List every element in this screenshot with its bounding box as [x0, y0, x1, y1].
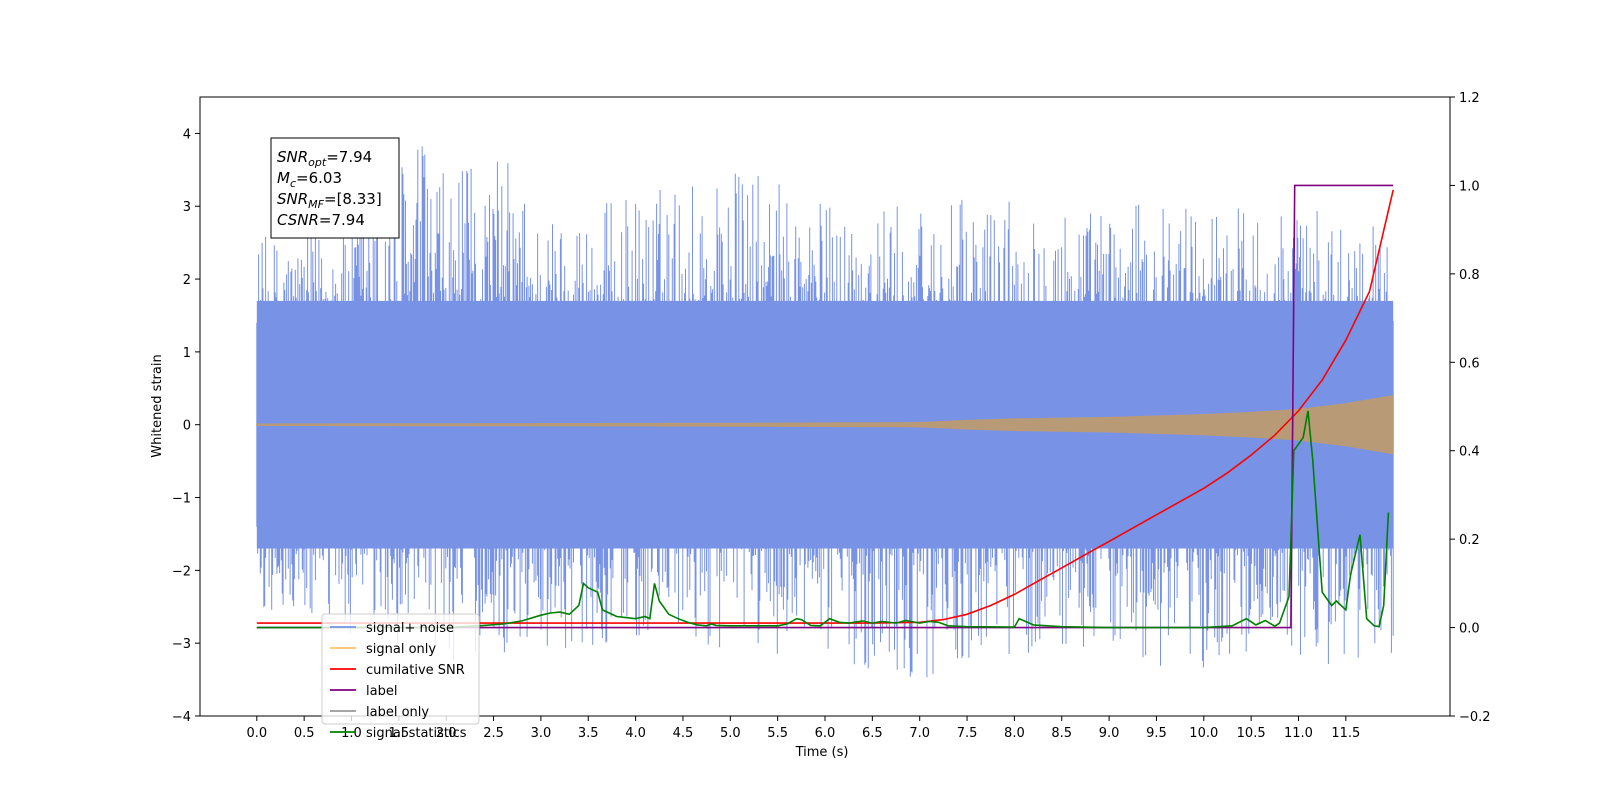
- x-tick-label: 10.5: [1237, 726, 1266, 741]
- x-tick-label: 0.0: [246, 726, 267, 741]
- y-tick-label-left: −4: [172, 710, 191, 725]
- x-tick-label: 10.0: [1189, 726, 1218, 741]
- x-tick-label: 9.0: [1099, 726, 1120, 741]
- y-axis-label: Whitened strain: [150, 354, 165, 457]
- y-tick-label-right: 0.4: [1459, 445, 1480, 460]
- y-tick-label-left: −2: [172, 564, 191, 579]
- x-tick-label: 4.0: [625, 726, 646, 741]
- y-axis-right: −0.2 0.0 0.2 0.4 0.6 0.8 1.0 1.2: [1450, 91, 1491, 725]
- annotation-line: CSNR=7.94: [277, 211, 365, 229]
- x-axis-label: Time (s): [795, 745, 849, 760]
- x-tick-label: 6.0: [815, 726, 836, 741]
- y-tick-label-right: 1.2: [1459, 91, 1480, 106]
- y-tick-label-left: −3: [172, 637, 191, 652]
- y-tick-label-left: 2: [183, 273, 191, 288]
- x-tick-label: 8.5: [1051, 726, 1072, 741]
- x-tick-label: 1.5: [389, 726, 410, 741]
- y-tick-label-right: 0.0: [1459, 622, 1480, 637]
- y-tick-label-left: 1: [183, 346, 191, 361]
- x-tick-label: 1.0: [341, 726, 362, 741]
- legend-entry: label only: [366, 705, 429, 720]
- signal-statistics-line: [256, 410, 1390, 629]
- y-tick-label-left: 0: [183, 419, 191, 434]
- x-tick-label: 9.5: [1146, 726, 1167, 741]
- y-tick-label-right: 0.2: [1459, 533, 1480, 548]
- x-tick-label: 3.5: [578, 726, 599, 741]
- annotation-line: SNRMF=[8.33]: [277, 190, 382, 211]
- x-tick-label: 7.5: [957, 726, 978, 741]
- y-axis-left: −4 −3 −2 −1 0 1 2 3 4: [172, 127, 200, 725]
- cumulative-snr-line: [256, 189, 1394, 624]
- y-tick-label-left: 3: [183, 200, 191, 215]
- y-tick-label-left: −1: [172, 492, 191, 507]
- legend-entry: signal statistics: [366, 726, 467, 741]
- y-tick-label-right: 0.6: [1459, 356, 1480, 371]
- legend: signal+ noise signal only cumilative SNR la…: [321, 613, 480, 741]
- legend-entry: signal+ noise: [366, 621, 454, 636]
- label-line: [256, 184, 1394, 629]
- x-tick-label: 5.0: [720, 726, 741, 741]
- legend-entry: label: [366, 684, 397, 699]
- x-tick-label: 3.0: [531, 726, 552, 741]
- y-tick-label-right: 1.0: [1459, 179, 1480, 194]
- x-tick-label: 11.0: [1284, 726, 1313, 741]
- x-tick-label: 7.0: [909, 726, 930, 741]
- legend-entry: cumilative SNR: [366, 663, 465, 678]
- annotation-line: SNRopt=7.94: [277, 148, 372, 169]
- legend-entry: signal only: [366, 642, 436, 657]
- y-tick-label-left: 4: [183, 127, 191, 142]
- signal-only-series: [256, 395, 1394, 455]
- x-tick-label: 11.5: [1331, 726, 1360, 741]
- x-tick-label: 2.5: [483, 726, 504, 741]
- x-tick-label: 0.5: [294, 726, 315, 741]
- y-tick-label-right: 0.8: [1459, 268, 1480, 283]
- x-tick-label: 4.5: [673, 726, 694, 741]
- x-tick-label: 2.0: [436, 726, 457, 741]
- x-tick-label: 6.5: [862, 726, 883, 741]
- annotation-line: Mc=6.03: [277, 169, 342, 190]
- x-tick-label: 8.0: [1004, 726, 1025, 741]
- y-tick-label-right: −0.2: [1459, 710, 1491, 725]
- x-tick-label: 5.5: [767, 726, 788, 741]
